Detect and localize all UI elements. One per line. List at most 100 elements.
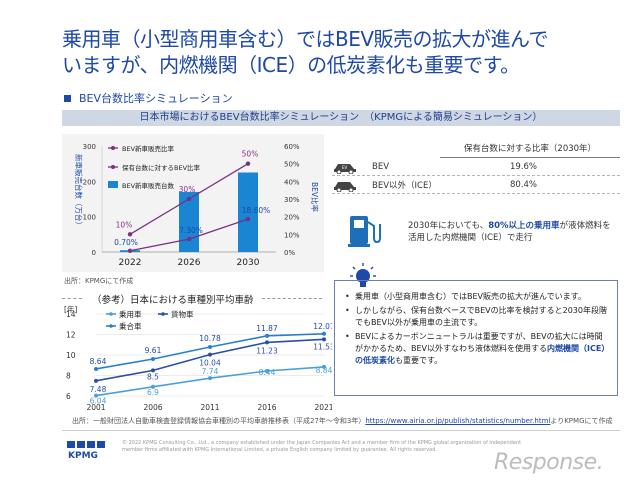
data-point bbox=[265, 333, 269, 338]
bev-ratio-chart-svg: 0 100 200 300 0% 10% 20% 30% 40% 50% 60% 新車販売台数（万台）… bbox=[74, 143, 320, 268]
data-point bbox=[265, 368, 269, 373]
data-point bbox=[245, 161, 251, 166]
subtitle-text: BEV台数比率シミュレーション bbox=[79, 92, 233, 105]
y-tick-right: 50% bbox=[284, 161, 300, 169]
bev-ratio-chart: 0 100 200 300 0% 10% 20% 30% 40% 50% 60% 新車販売台数（万台）… bbox=[62, 134, 324, 272]
ownership-header: 保有台数に対する比率（2030年） bbox=[440, 142, 620, 158]
x-tick-label: 2022 bbox=[119, 258, 142, 268]
kpmg-logo: KPMG bbox=[66, 440, 106, 461]
square-bullet-icon bbox=[64, 94, 71, 102]
x-tick-label: 2001 bbox=[86, 403, 105, 412]
data-label: 7.48 bbox=[90, 385, 107, 394]
data-label: 7.74 bbox=[202, 367, 219, 376]
data-label: 50% bbox=[242, 150, 259, 159]
y-axis-label-right: BEV比率 bbox=[310, 182, 320, 213]
data-label: 6.9 bbox=[147, 388, 159, 397]
legend-marker bbox=[111, 165, 115, 169]
simulation-banner: 日本市場におけるBEV台数比率シミュレーション （KPMGによる簡易シミュレーシ… bbox=[62, 110, 620, 126]
data-label: 10.78 bbox=[199, 334, 221, 343]
data-point bbox=[151, 368, 155, 373]
y-tick-left: 100 bbox=[83, 214, 96, 222]
legend-marker bbox=[161, 312, 165, 316]
divider bbox=[262, 298, 322, 299]
bar bbox=[238, 172, 258, 252]
y-tick-right: 0% bbox=[284, 249, 295, 257]
ownership-label: BEV以外（ICE） bbox=[372, 180, 437, 191]
bullet-item: 乗用車（小型商用車含む）ではBEV販売の拡大が進んでいます。 bbox=[345, 291, 607, 303]
legend-label: 乗合車 bbox=[119, 321, 142, 331]
data-point bbox=[186, 196, 192, 202]
bullet-text-post: も重要です。 bbox=[395, 356, 443, 365]
data-point bbox=[127, 248, 133, 253]
vehicle-age-chart-title: （参考）日本における車種別平均車齢 bbox=[92, 295, 254, 306]
key-points-box: 乗用車（小型商用車含む）ではBEV販売の拡大が進んでいます。 しかしながら、保有… bbox=[334, 280, 618, 396]
title-line-2: いますが、内燃機関（ICE）の低炭素化も重要です。 bbox=[62, 53, 520, 77]
data-point bbox=[265, 340, 269, 345]
ev-car-icon: EV bbox=[332, 160, 362, 174]
data-point bbox=[94, 393, 98, 398]
source-link[interactable]: https://www.airia.or.jp/publish/statisti… bbox=[365, 417, 551, 425]
data-label: 8.84 bbox=[316, 366, 332, 375]
data-label: 7.30% bbox=[179, 226, 203, 235]
y-tick-label: 12 bbox=[66, 331, 76, 340]
legend-label: BEV新車販売比率 bbox=[122, 144, 175, 153]
fuel-note-pre: 2030年においても、 bbox=[408, 221, 489, 231]
y-axis-label-left: 新車販売台数（万台） bbox=[74, 154, 84, 229]
vehicle-age-chart: 6 8 10 12 14 [年] 2001 2006 2011 2016 2021 6.04 6.9 7.… bbox=[62, 304, 332, 414]
x-tick-label: 2006 bbox=[143, 403, 162, 412]
legend-marker bbox=[111, 146, 115, 150]
y-tick-label: 6 bbox=[66, 392, 71, 401]
data-label: 30% bbox=[179, 185, 196, 194]
divider bbox=[62, 298, 82, 299]
fuel-note-bold: 80%以上の乗用車 bbox=[488, 221, 560, 231]
copyright: © 2022 KPMG Consulting Co., Ltd., a comp… bbox=[122, 440, 522, 453]
data-point bbox=[127, 232, 133, 237]
page-title: 乗用車（小型商用車含む）ではBEV販売の拡大が進んで いますが、内燃機関（ICE… bbox=[62, 26, 622, 78]
data-label: 8.44 bbox=[259, 368, 276, 377]
legend-label: BEV新車販売台数 bbox=[122, 181, 175, 190]
data-label: 6.04 bbox=[90, 397, 107, 406]
data-label: 8.5 bbox=[147, 372, 159, 381]
data-point bbox=[322, 331, 326, 336]
data-label: 10.04 bbox=[199, 359, 221, 368]
bullet-item: BEVによるカーボンニュートラルは重要ですが、BEVの拡大には時間がかかるため、… bbox=[345, 331, 607, 367]
watermark: Response. bbox=[494, 450, 604, 475]
ownership-row-bev: EV BEV 19.6% bbox=[332, 158, 620, 176]
data-label: 18.60% bbox=[242, 206, 271, 215]
y-axis-unit: [年] bbox=[64, 304, 77, 314]
data-label: 11.23 bbox=[256, 346, 278, 355]
y-tick-right: 20% bbox=[284, 214, 300, 222]
legend-label: 貨物車 bbox=[171, 309, 194, 319]
y-tick-left: 300 bbox=[83, 143, 96, 151]
data-label: 12.07 bbox=[313, 322, 332, 331]
legend-swatch bbox=[108, 181, 118, 188]
x-tick-label: 2021 bbox=[314, 403, 332, 412]
bullet-text-pre: BEVによるカーボンニュートラルは重要ですが、BEVの拡大には時間がかかるため、… bbox=[355, 332, 603, 353]
bullet-text-bold: 内燃機関（ICE）の低炭素化 bbox=[355, 344, 606, 365]
vehicle-age-chart-svg: 6 8 10 12 14[年] 2001 2006 2011 2016 2021 6.04 6.9 7.… bbox=[64, 304, 332, 412]
data-label: 9.61 bbox=[145, 346, 162, 355]
y-tick-right: 40% bbox=[284, 178, 300, 186]
footer-divider bbox=[62, 430, 620, 431]
y-tick-label: 8 bbox=[66, 372, 71, 381]
source-text: 出所：一般財団法人自動車検査登録情報協会車種別の平均車齢推移表（平成27年～令和… bbox=[72, 417, 366, 425]
fuel-pump-icon bbox=[346, 212, 384, 248]
svg-text:EV: EV bbox=[342, 165, 348, 170]
data-point bbox=[245, 216, 251, 222]
y-tick-left: 0 bbox=[92, 249, 96, 257]
data-point bbox=[322, 364, 326, 369]
chart2-source: 出所：一般財団法人自動車検査登録情報協会車種別の平均車齢推移表（平成27年～令和… bbox=[72, 416, 613, 426]
data-point bbox=[151, 356, 155, 361]
data-point bbox=[322, 337, 326, 342]
y-tick-right: 30% bbox=[284, 196, 300, 204]
y-tick-left: 200 bbox=[83, 178, 96, 186]
legend-marker bbox=[109, 312, 113, 316]
bullet-item: しかしながら、保有台数ベースでBEVの比率を検討すると2030年段階でもBEV以… bbox=[345, 305, 607, 329]
title-line-1: 乗用車（小型商用車含む）ではBEV販売の拡大が進んで bbox=[62, 27, 549, 51]
data-point bbox=[208, 345, 212, 350]
lightbulb-icon bbox=[348, 262, 378, 292]
legend-label: 保有台数に対するBEV比率 bbox=[122, 163, 201, 172]
y-tick-right: 10% bbox=[284, 231, 300, 239]
logo-text: KPMG bbox=[68, 451, 98, 460]
y-tick-label: 10 bbox=[66, 351, 76, 360]
